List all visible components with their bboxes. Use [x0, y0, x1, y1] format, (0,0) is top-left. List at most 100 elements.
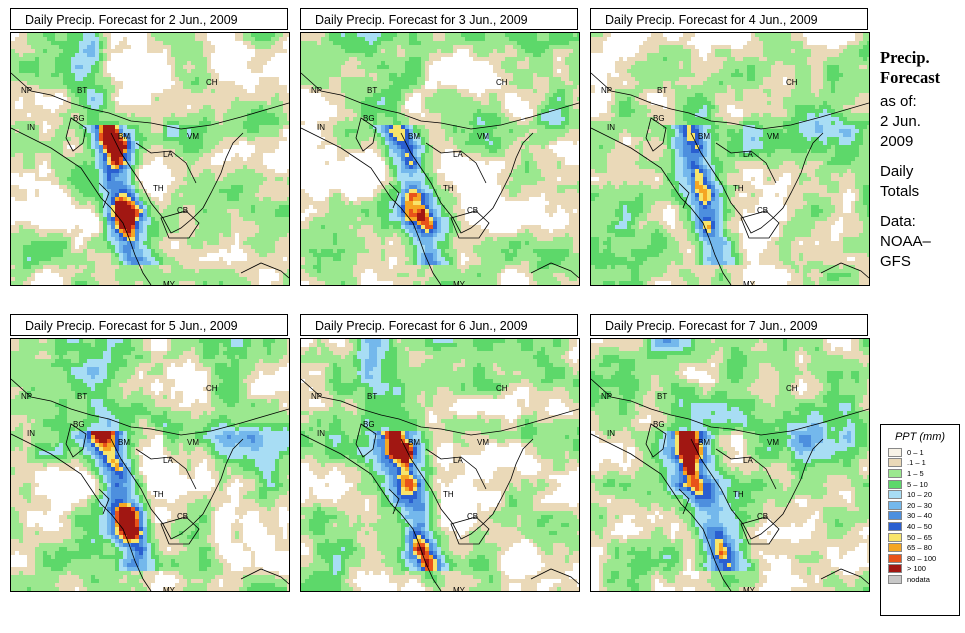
- as-of-label: as of:: [880, 92, 964, 112]
- sidebar-info: Precip. Forecast as of: 2 Jun. 2009 Dail…: [880, 48, 964, 272]
- country-label: MY: [743, 586, 756, 591]
- country-label: NP: [311, 392, 322, 401]
- precip-grid: [11, 339, 289, 591]
- legend-label: > 100: [907, 564, 926, 573]
- legend-swatch: [888, 447, 902, 457]
- country-label: CH: [496, 384, 508, 393]
- country-label: NP: [21, 86, 32, 95]
- country-label: TH: [443, 184, 454, 193]
- country-label: BT: [77, 392, 87, 401]
- panel-title: Daily Precip. Forecast for 2 Jun., 2009: [10, 8, 288, 30]
- country-label: BM: [408, 438, 420, 447]
- legend-label: 80 – 100: [907, 554, 936, 563]
- panel-title: Daily Precip. Forecast for 5 Jun., 2009: [10, 314, 288, 336]
- country-label: VM: [187, 132, 199, 141]
- boundary-line: [135, 448, 197, 490]
- precip-grid: [591, 339, 869, 591]
- boundary-line: [11, 433, 152, 591]
- boundary-line: [11, 127, 152, 285]
- boundary-line: [388, 488, 400, 515]
- country-label: NP: [21, 392, 32, 401]
- boundary-line: [820, 262, 869, 279]
- boundary-line: [400, 438, 534, 540]
- country-label: TH: [443, 490, 454, 499]
- legend-item: 10 – 20: [888, 489, 959, 500]
- forecast-panel-jun3: Daily Precip. Forecast for 3 Jun., 2009 …: [300, 8, 580, 290]
- country-label: VM: [767, 132, 779, 141]
- country-label: BG: [653, 420, 665, 429]
- country-label: BT: [367, 86, 377, 95]
- legend-swatch: [888, 500, 902, 510]
- boundary-line: [240, 568, 289, 585]
- boundary-line: [591, 433, 732, 591]
- country-label: MY: [453, 586, 466, 591]
- boundary-line: [98, 488, 110, 515]
- country-label: VM: [477, 132, 489, 141]
- panel-title: Daily Precip. Forecast for 7 Jun., 2009: [590, 314, 868, 336]
- data-source: GFS: [880, 252, 964, 272]
- boundary-line: [530, 262, 579, 279]
- legend-label: 5 – 10: [907, 480, 928, 489]
- country-label: CH: [786, 384, 798, 393]
- country-label: CH: [206, 384, 218, 393]
- boundary-line: [690, 438, 824, 540]
- legend-item: 50 – 65: [888, 532, 959, 543]
- precip-map: NPBTBGINBMCHVMLATHCBMYIDMYID: [10, 32, 290, 286]
- country-label: LA: [743, 456, 753, 465]
- country-label: IN: [27, 123, 35, 132]
- legend-swatch: [888, 564, 902, 574]
- legend-label: 20 – 30: [907, 501, 932, 510]
- legend-label: 10 – 20: [907, 490, 932, 499]
- country-label: TH: [153, 184, 164, 193]
- boundary-line: [65, 423, 87, 458]
- country-label: LA: [453, 150, 463, 159]
- country-label: IN: [317, 429, 325, 438]
- totals-label: Daily: [880, 162, 964, 182]
- legend-item: 80 – 100: [888, 553, 959, 564]
- as-of-year: 2009: [880, 132, 964, 152]
- country-label: IN: [607, 123, 615, 132]
- boundary-line: [690, 132, 824, 234]
- precip-grid: [591, 33, 869, 285]
- country-label: TH: [733, 490, 744, 499]
- legend-title: PPT (mm): [881, 431, 959, 443]
- legend-label: 65 – 80: [907, 543, 932, 552]
- legend-label: 0 – 1: [907, 448, 924, 457]
- boundary-line: [135, 142, 197, 184]
- country-label: BT: [367, 392, 377, 401]
- country-label: CB: [757, 206, 768, 215]
- country-label: BG: [653, 114, 665, 123]
- forecast-panel-jun6: Daily Precip. Forecast for 6 Jun., 2009 …: [300, 314, 580, 596]
- boundary-line: [301, 378, 579, 436]
- legend-label: nodata: [907, 575, 930, 584]
- boundary-line: [645, 423, 667, 458]
- country-label: TH: [733, 184, 744, 193]
- country-label: MY: [743, 280, 756, 285]
- boundary-line: [715, 448, 777, 490]
- legend-swatch: [888, 458, 902, 468]
- legend-item: 30 – 40: [888, 511, 959, 522]
- legend-swatch: [888, 468, 902, 478]
- country-label: CH: [496, 78, 508, 87]
- precip-grid: [11, 33, 289, 285]
- boundary-line: [11, 378, 289, 436]
- boundary-line: [678, 182, 690, 209]
- country-label: IN: [27, 429, 35, 438]
- legend: PPT (mm) 0 – 1.1 – 1 1 – 5 5 – 10 10 – 20 20…: [880, 424, 960, 616]
- boundary-line: [301, 127, 442, 285]
- country-label: VM: [767, 438, 779, 447]
- boundary-line: [678, 488, 690, 515]
- legend-item: nodata: [888, 574, 959, 585]
- legend-item: > 100: [888, 564, 959, 575]
- country-label: BT: [657, 392, 667, 401]
- boundary-line: [530, 568, 579, 585]
- country-label: BM: [118, 132, 130, 141]
- country-label: BM: [408, 132, 420, 141]
- legend-swatch: [888, 532, 902, 542]
- country-label: BT: [77, 86, 87, 95]
- data-source: NOAA–: [880, 232, 964, 252]
- legend-swatch: [888, 553, 902, 563]
- country-label: CB: [177, 512, 188, 521]
- legend-item: 40 – 50: [888, 521, 959, 532]
- precip-map: NPBTBGINBMCHVMLATHCBMYIDMYID: [10, 338, 290, 592]
